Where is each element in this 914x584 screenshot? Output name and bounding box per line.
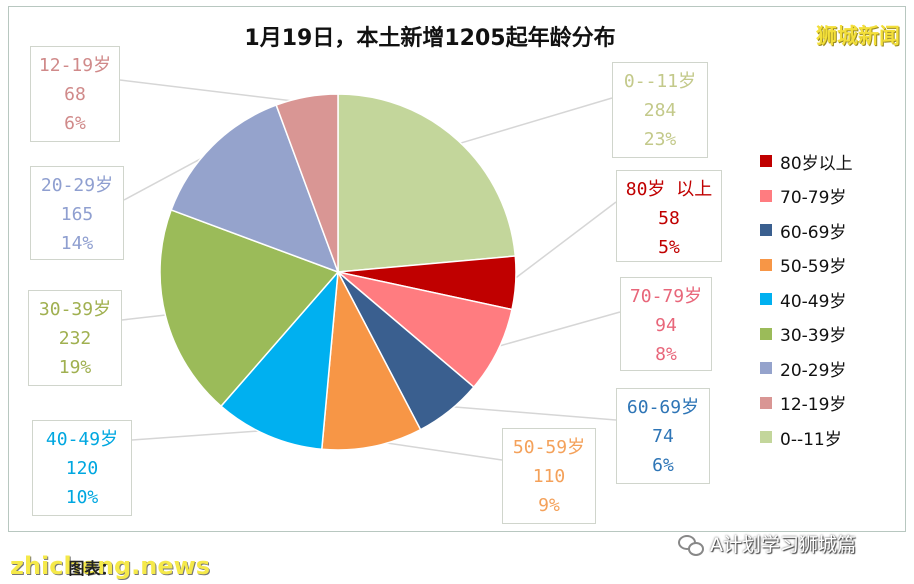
data-label-value: 284	[643, 100, 677, 121]
data-label: 0--11岁 284 23%	[612, 62, 708, 158]
legend-item: 50-59岁	[760, 248, 900, 283]
chart-title: 1月19日，本土新增1205起年龄分布	[244, 26, 616, 51]
brand-logo-text: 狮城新闻	[816, 24, 900, 48]
legend-swatch	[760, 396, 772, 409]
data-label-value: 120	[65, 458, 99, 479]
pie-slice	[337, 93, 517, 273]
legend-label: 12-19岁	[780, 395, 847, 416]
data-label-value: 110	[532, 466, 566, 487]
pie-slice	[170, 104, 340, 274]
legend-item: 30-39岁	[760, 317, 900, 352]
legend-swatch	[760, 155, 772, 168]
data-label-percent: 14%	[60, 233, 94, 254]
legend-label: 20-29岁	[780, 360, 847, 381]
leader-line	[119, 79, 308, 104]
footer-account: A计划学习狮城篇	[678, 530, 856, 557]
data-label-category: 50-59岁	[512, 437, 586, 458]
data-label: 20-29岁 165 14%	[30, 166, 124, 260]
legend-label: 70-79岁	[780, 188, 847, 209]
data-label-value: 74	[652, 426, 674, 447]
data-label-percent: 6%	[64, 113, 86, 134]
legend-item: 20-29岁	[760, 351, 900, 386]
data-label: 60-69岁 74 6%	[616, 388, 710, 484]
legend-label: 80岁以上	[780, 153, 853, 174]
leader-line	[492, 311, 621, 349]
data-label-category: 12-19岁	[38, 55, 112, 76]
legend-swatch	[760, 258, 772, 271]
leader-line	[131, 429, 271, 441]
data-label-value: 58	[658, 208, 680, 229]
watermark-text: zhicheng.news	[10, 552, 211, 580]
data-label: 70-79岁 94 8%	[620, 277, 712, 371]
data-label-value: 94	[655, 315, 677, 336]
data-label-percent: 5%	[658, 237, 680, 258]
data-label-percent: 6%	[652, 455, 674, 476]
data-label-category: 80岁 以上	[625, 179, 713, 200]
legend-swatch	[760, 362, 772, 375]
legend-label: 40-49岁	[780, 291, 847, 312]
data-label-category: 60-69岁	[626, 397, 700, 418]
legend-item: 80岁以上	[760, 144, 900, 179]
pie-slice	[320, 269, 422, 451]
data-label-category: 20-29岁	[40, 175, 114, 196]
pie-slice	[275, 93, 339, 273]
data-label-category: 30-39岁	[38, 299, 112, 320]
leader-line	[445, 405, 617, 421]
source-prefix: 图表：	[68, 559, 117, 578]
data-label: 12-19岁 68 6%	[30, 46, 120, 142]
legend-item: 70-79岁	[760, 179, 900, 214]
chart-legend: 80岁以上 70-79岁 60-69岁 50-59岁 40-49岁 30-39岁 20-29…	[760, 144, 900, 455]
account-name: A计划学习狮城篇	[710, 534, 856, 556]
pie-slices	[159, 93, 517, 451]
data-label-percent: 19%	[58, 357, 92, 378]
legend-swatch	[760, 224, 772, 237]
data-label-percent: 9%	[538, 495, 560, 516]
data-label: 50-59岁 110 9%	[502, 428, 596, 524]
data-label-value: 68	[64, 84, 86, 105]
legend-swatch	[760, 431, 772, 444]
legend-swatch	[760, 327, 772, 340]
data-label-percent: 23%	[643, 129, 677, 150]
legend-label: 30-39岁	[780, 326, 847, 347]
legend-swatch	[760, 189, 772, 202]
legend-item: 60-69岁	[760, 213, 900, 248]
data-label-percent: 8%	[655, 344, 677, 365]
leader-line	[121, 313, 172, 321]
legend-item: 12-19岁	[760, 386, 900, 421]
legend-item: 40-49岁	[760, 282, 900, 317]
data-label-category: 40-49岁	[45, 429, 119, 450]
pie-slice	[159, 209, 340, 408]
legend-swatch	[760, 293, 772, 306]
wechat-icon	[678, 533, 704, 556]
legend-label: 60-69岁	[780, 222, 847, 243]
data-label-value: 232	[58, 328, 92, 349]
data-label: 80岁 以上 58 5%	[616, 170, 722, 262]
legend-label: 0--11岁	[780, 429, 842, 450]
data-label: 40-49岁 120 10%	[32, 420, 132, 516]
data-label-category: 0--11岁	[623, 71, 697, 92]
pie-slice	[219, 269, 339, 451]
leader-line	[453, 97, 613, 146]
data-label: 30-39岁 232 19%	[28, 290, 122, 386]
leader-line	[371, 439, 503, 461]
data-label-category: 70-79岁	[629, 286, 703, 307]
legend-item: 0--11岁	[760, 420, 900, 455]
leader-line	[509, 201, 617, 284]
legend-label: 50-59岁	[780, 257, 847, 278]
data-label-percent: 10%	[65, 487, 99, 508]
data-label-value: 165	[60, 204, 94, 225]
footer-watermark: zhicheng.news 图表：	[10, 552, 210, 580]
